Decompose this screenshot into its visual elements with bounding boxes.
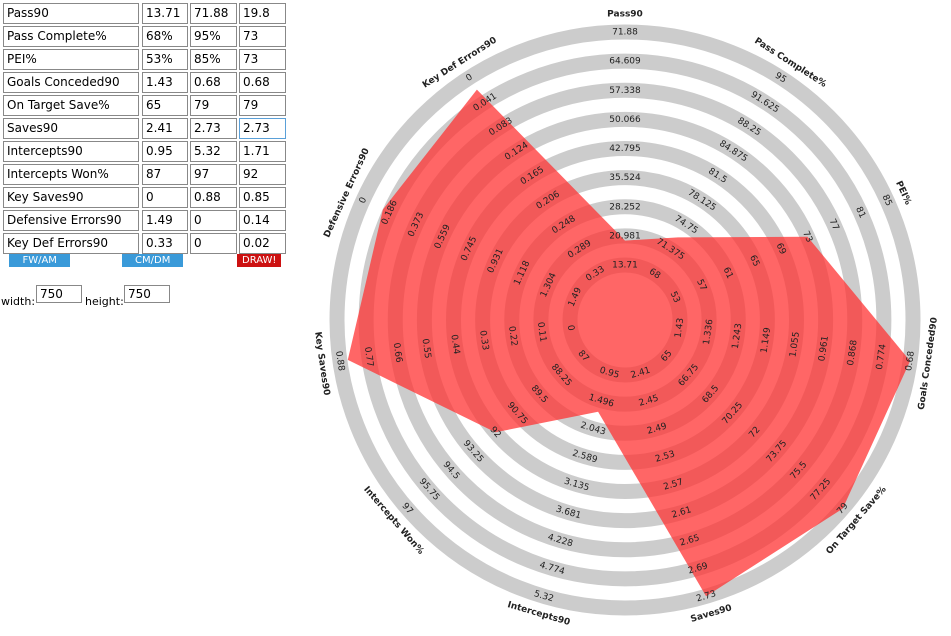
stat-input[interactable] [190,26,237,47]
stat-input[interactable] [142,210,188,231]
tick-label: 81 [853,205,867,220]
stat-input[interactable] [239,187,286,208]
width-input[interactable] [36,285,82,303]
stat-label: Intercepts90 [3,141,139,162]
tick-label: 0.68 [904,350,917,372]
stat-input[interactable] [190,141,237,162]
tick-label: 0.66 [391,342,404,364]
stat-input[interactable] [190,95,237,116]
stat-input[interactable] [142,141,188,162]
tick-label: 1.43 [674,317,687,338]
tick-label: 0.22 [506,326,519,347]
stat-input[interactable] [142,3,188,24]
tick-label: 0.33 [477,330,490,351]
stat-label: Pass90 [3,3,139,24]
stat-input[interactable] [239,72,286,93]
stat-label: Key Def Errors90 [3,233,139,254]
tick-label: 1.336 [702,318,716,345]
stat-input[interactable] [142,26,188,47]
stat-label: PEI% [3,49,139,70]
tick-label: 28.252 [609,202,641,212]
stat-input[interactable] [190,233,237,254]
tick-label: 0 [358,196,370,206]
tick-label: 0.44 [448,334,461,356]
tick-label: 20.981 [609,231,641,241]
stat-input[interactable] [190,3,237,24]
tick-label: 0.55 [420,338,433,359]
tick-label: 0 [565,324,576,331]
stat-label: Saves90 [3,118,139,139]
stat-label: Defensive Errors90 [3,210,139,231]
tick-label: 13.71 [612,261,638,271]
tick-label: 64.609 [609,57,641,67]
height-input[interactable] [124,285,170,303]
tick-label: 0 [464,72,474,84]
stat-label: Pass Complete% [3,26,139,47]
tick-label: 0.774 [875,343,889,370]
stat-input[interactable] [239,118,286,139]
template-button[interactable]: DRAW! [237,254,282,267]
tick-label: 57.338 [609,86,641,96]
stat-input[interactable] [239,49,286,70]
stat-input[interactable] [239,141,286,162]
tick-label: 1.243 [731,323,745,350]
stat-input[interactable] [190,187,237,208]
stat-input[interactable] [190,210,237,231]
stat-input[interactable] [142,49,188,70]
stat-input[interactable] [239,210,286,231]
stat-input[interactable] [190,118,237,139]
tick-label: 71.88 [612,28,638,38]
tick-label: 1.149 [760,327,774,354]
tick-label: 85 [880,193,894,208]
stat-input[interactable] [142,164,188,185]
stat-input[interactable] [190,72,237,93]
tick-label: 0.961 [817,335,831,362]
tick-label: 69 [774,242,788,257]
stat-label: Key Saves90 [3,187,139,208]
tick-label: 65 [747,254,761,269]
tick-label: 0.88 [333,350,346,372]
tick-label: 1.055 [788,331,802,358]
stat-input[interactable] [190,164,237,185]
template-button[interactable]: FW/AM TEMPLATE [9,254,71,279]
tick-label: 53 [668,290,682,305]
stat-label: On Target Save% [3,95,139,116]
ring [329,24,921,616]
tick-label: 0.868 [846,339,860,366]
tick-label: 0.11 [535,321,548,342]
stat-input[interactable] [142,95,188,116]
stat-input[interactable] [239,26,286,47]
stat-input[interactable] [239,164,286,185]
radar-area [347,89,911,597]
tick-label: 57 [694,278,708,293]
axis-label: Pass90 [607,10,643,20]
stat-input[interactable] [142,233,188,254]
stat-label: Goals Conceded90 [3,72,139,93]
stat-label: Intercepts Won% [3,164,139,185]
template-button[interactable]: CM/DM TEMPLATE [122,254,184,279]
tick-label: 35.524 [609,173,641,183]
stat-input[interactable] [142,187,188,208]
stat-input[interactable] [142,72,188,93]
radar-chart: 13.71 20.981 28.252 35.524 42.795 50.066 57.33… [312,10,940,628]
tick-label: 42.795 [609,144,641,154]
axis-label: Key Saves90 [312,331,331,396]
stat-input[interactable] [239,95,286,116]
stat-input[interactable] [239,233,286,254]
stat-input[interactable] [190,49,237,70]
width-label: width: [1,295,36,308]
stat-input[interactable] [142,118,188,139]
tick-label: 61 [721,266,735,281]
stat-input[interactable] [239,3,286,24]
tick-label: 77 [827,217,841,232]
height-label: height: [85,295,124,308]
tick-label: 0.77 [362,346,375,367]
tick-label: 73 [800,230,814,245]
tick-label: 50.066 [609,115,641,125]
